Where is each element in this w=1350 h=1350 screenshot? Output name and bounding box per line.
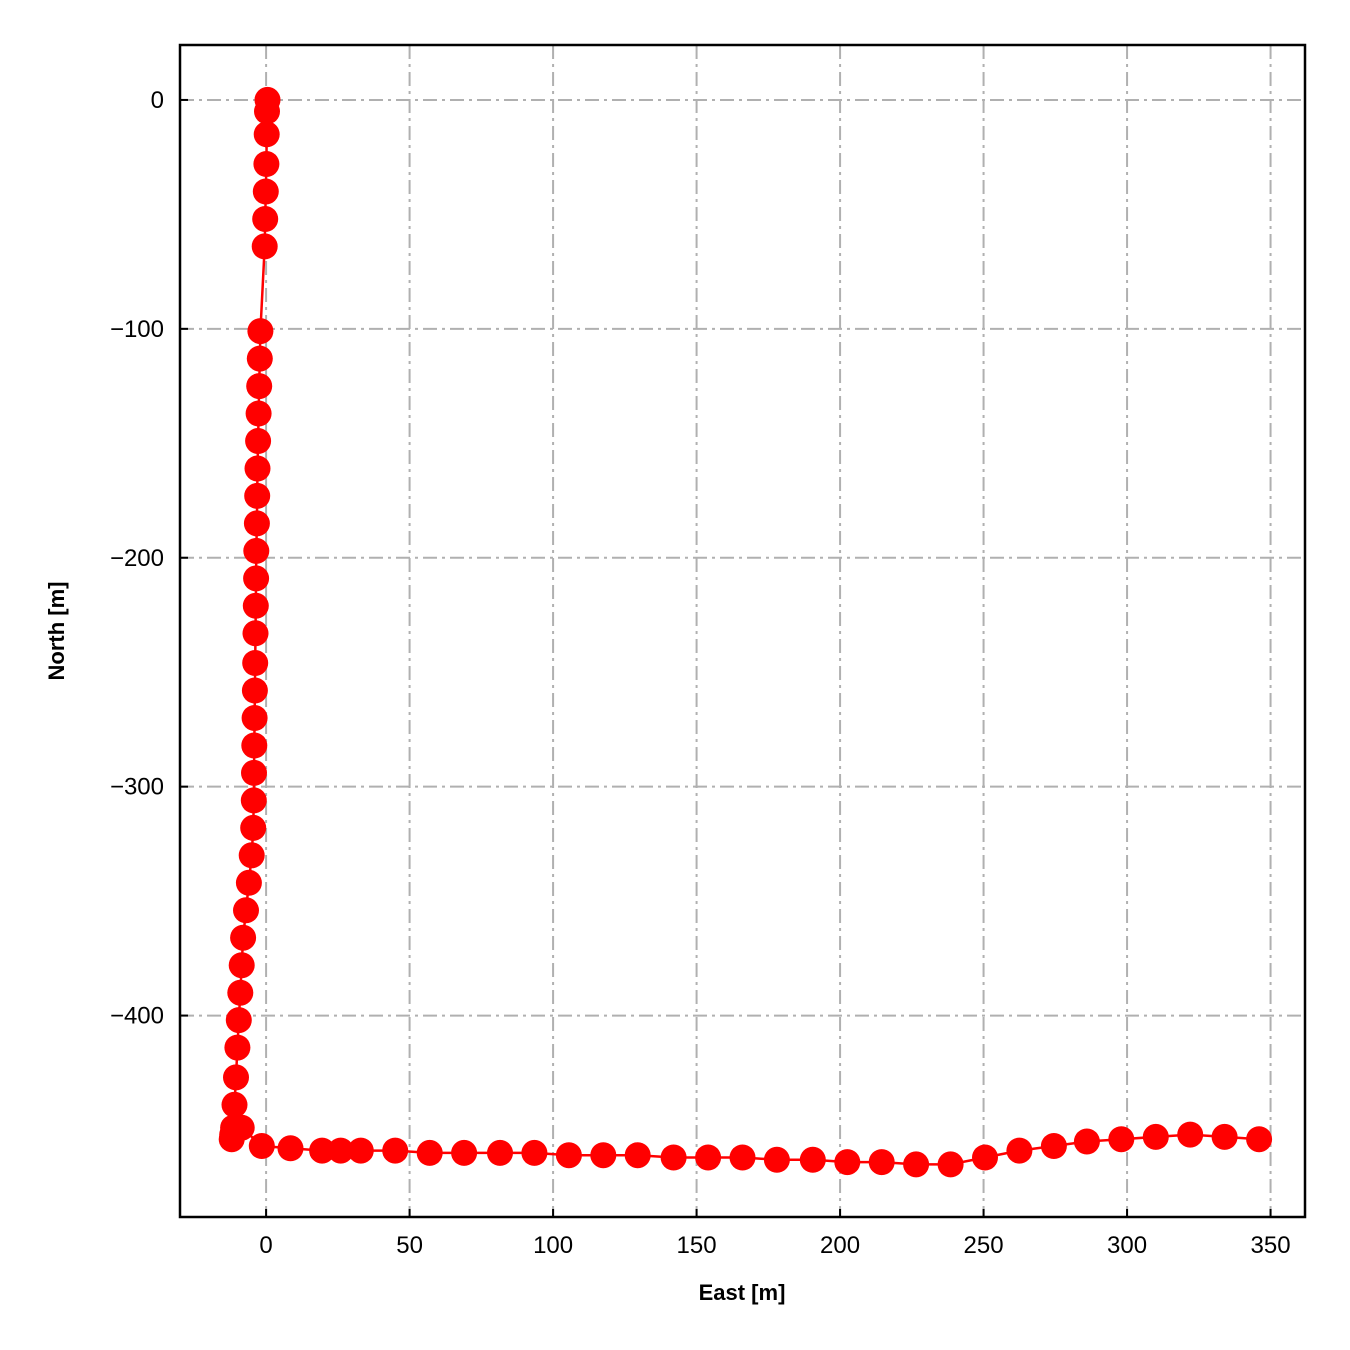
x-tick-label: 50 (396, 1232, 423, 1259)
data-point (223, 1064, 249, 1091)
data-point (1006, 1137, 1033, 1164)
data-point (1073, 1128, 1100, 1155)
data-point (903, 1151, 930, 1178)
grid (180, 45, 1305, 1217)
data-point (224, 1034, 251, 1061)
data-point (247, 318, 274, 345)
data-point (521, 1139, 548, 1166)
y-tick-label: −400 (110, 1003, 164, 1030)
data-point (243, 565, 270, 592)
data-series (218, 86, 1273, 1178)
data-point (242, 620, 269, 647)
data-point (240, 814, 267, 841)
data-point (227, 979, 254, 1006)
data-point (246, 345, 273, 372)
data-point (487, 1139, 513, 1166)
data-point (868, 1149, 895, 1176)
data-point (1177, 1121, 1204, 1148)
data-point (221, 1091, 248, 1118)
data-point (238, 842, 265, 869)
x-axis-label: East [m] (699, 1280, 786, 1305)
y-tick-label: −200 (110, 545, 164, 572)
x-tick-label: 200 (820, 1232, 860, 1259)
data-point (228, 1114, 255, 1141)
data-point (254, 98, 280, 125)
data-point (252, 178, 279, 205)
data-point (244, 455, 271, 482)
data-point (416, 1139, 443, 1166)
data-point (799, 1146, 826, 1173)
data-point (233, 897, 259, 924)
data-point (253, 121, 280, 148)
data-point (327, 1137, 354, 1164)
y-tick-label: −300 (110, 774, 164, 801)
data-point (252, 206, 279, 232)
data-point (225, 1007, 252, 1034)
x-tick-label: 150 (677, 1232, 717, 1259)
data-point (1040, 1133, 1067, 1159)
data-point (243, 537, 270, 564)
axis-ticks: 0 50 100 150 200 250 300 350 0 −100 −200 −300 −400 (110, 87, 1291, 1259)
data-point (241, 705, 268, 731)
data-point (244, 482, 271, 509)
data-point (834, 1149, 861, 1176)
data-point (253, 151, 280, 177)
x-tick-label: 350 (1251, 1232, 1291, 1259)
data-point (972, 1144, 998, 1171)
y-tick-label: 0 (151, 87, 164, 114)
data-point (248, 1133, 275, 1159)
data-point (382, 1137, 409, 1164)
x-tick-label: 100 (533, 1232, 573, 1259)
data-point (245, 400, 272, 427)
data-point (243, 510, 270, 537)
x-tick-label: 250 (964, 1232, 1004, 1259)
data-point (241, 677, 268, 704)
data-point (660, 1144, 687, 1171)
data-point (242, 592, 269, 619)
data-point (555, 1142, 582, 1169)
data-point (235, 869, 262, 896)
data-point (240, 787, 267, 814)
data-point (937, 1151, 964, 1178)
data-point (729, 1144, 756, 1171)
data-point (1142, 1123, 1169, 1150)
data-point (230, 924, 257, 951)
data-point (347, 1137, 374, 1164)
data-point (763, 1146, 790, 1173)
x-tick-label: 300 (1107, 1232, 1147, 1259)
data-point (241, 732, 268, 759)
data-point (1246, 1126, 1273, 1153)
data-point (624, 1142, 651, 1169)
data-point (1211, 1123, 1238, 1150)
trajectory-line (230, 99, 1260, 1166)
plot-frame (178, 43, 1307, 1219)
y-tick-label: −100 (110, 316, 164, 343)
data-point (1108, 1126, 1135, 1153)
data-point (245, 428, 272, 454)
x-tick-label: 0 (259, 1232, 272, 1259)
data-point (451, 1139, 478, 1166)
data-point (246, 373, 273, 400)
data-point (590, 1142, 617, 1169)
data-point (242, 650, 269, 676)
data-point (228, 952, 255, 979)
data-point (251, 233, 278, 260)
y-axis-label: North [m] (44, 582, 69, 681)
data-point (277, 1135, 304, 1162)
data-point (309, 1137, 336, 1164)
data-point (241, 759, 267, 786)
data-point (695, 1144, 722, 1171)
